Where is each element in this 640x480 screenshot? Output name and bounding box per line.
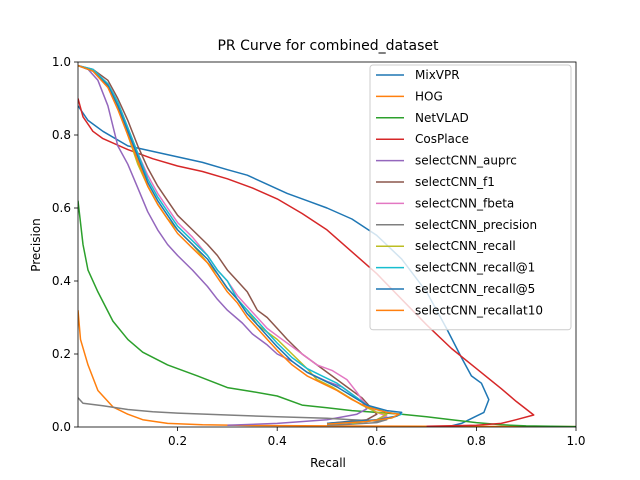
x-axis-label: Recall — [310, 456, 346, 470]
legend-entry-label: CosPlace — [415, 132, 469, 146]
series-line-1 — [78, 105, 490, 427]
y-axis-label: Precision — [29, 218, 43, 272]
x-tick-label: 0.4 — [268, 434, 287, 448]
legend-entry-label: selectCNN_fbeta — [415, 196, 514, 210]
legend-entry-label: selectCNN_recall@5 — [415, 282, 535, 296]
series-line-3 — [78, 200, 576, 427]
y-tick-label: 0.6 — [52, 201, 71, 215]
x-tick-label: 0.2 — [168, 434, 187, 448]
y-tick-label: 1.0 — [52, 55, 71, 69]
legend-entry-label: NetVLAD — [415, 111, 469, 125]
series-line-6 — [78, 64, 378, 425]
y-tick-label: 0.2 — [52, 347, 71, 361]
legend-entry-label: selectCNN_recallat10 — [415, 303, 543, 317]
x-tick-label: 0.6 — [367, 434, 386, 448]
legend-entry-label: MixVPR — [415, 68, 460, 82]
x-axis-ticks: 0.2 0.4 0.6 0.8 1.0 — [168, 427, 586, 448]
series-line-4 — [78, 98, 535, 427]
series-line-12 — [78, 64, 400, 425]
y-tick-label: 0.4 — [52, 274, 71, 288]
y-tick-label: 0.8 — [52, 128, 71, 142]
y-tick-label: 0.0 — [52, 420, 71, 434]
series-line-11 — [78, 64, 403, 425]
legend-entry-label: selectCNN_auprc — [415, 154, 517, 168]
series-line-8 — [78, 397, 388, 426]
series-layer — [78, 64, 576, 427]
legend-box — [369, 64, 572, 331]
legend-entry-label: selectCNN_recall@1 — [415, 261, 535, 275]
legend-entry-label: selectCNN_recall — [415, 239, 516, 253]
legend-entry-label: HOG — [415, 89, 443, 103]
x-tick-label: 1.0 — [566, 434, 585, 448]
x-tick-label: 0.8 — [467, 434, 486, 448]
chart-title: PR Curve for combined_dataset — [217, 38, 439, 54]
series-line-2 — [78, 310, 576, 427]
y-axis-ticks: 0.0 0.2 0.4 0.6 0.8 1.0 — [52, 55, 78, 434]
plot-frame — [77, 61, 577, 428]
legend-entry-label: selectCNN_f1 — [415, 175, 495, 189]
legend-entry-label: selectCNN_precision — [415, 218, 537, 232]
legend: MixVPR HOG NetVLAD CosPlace selectCNN_auprcs… — [369, 64, 572, 331]
